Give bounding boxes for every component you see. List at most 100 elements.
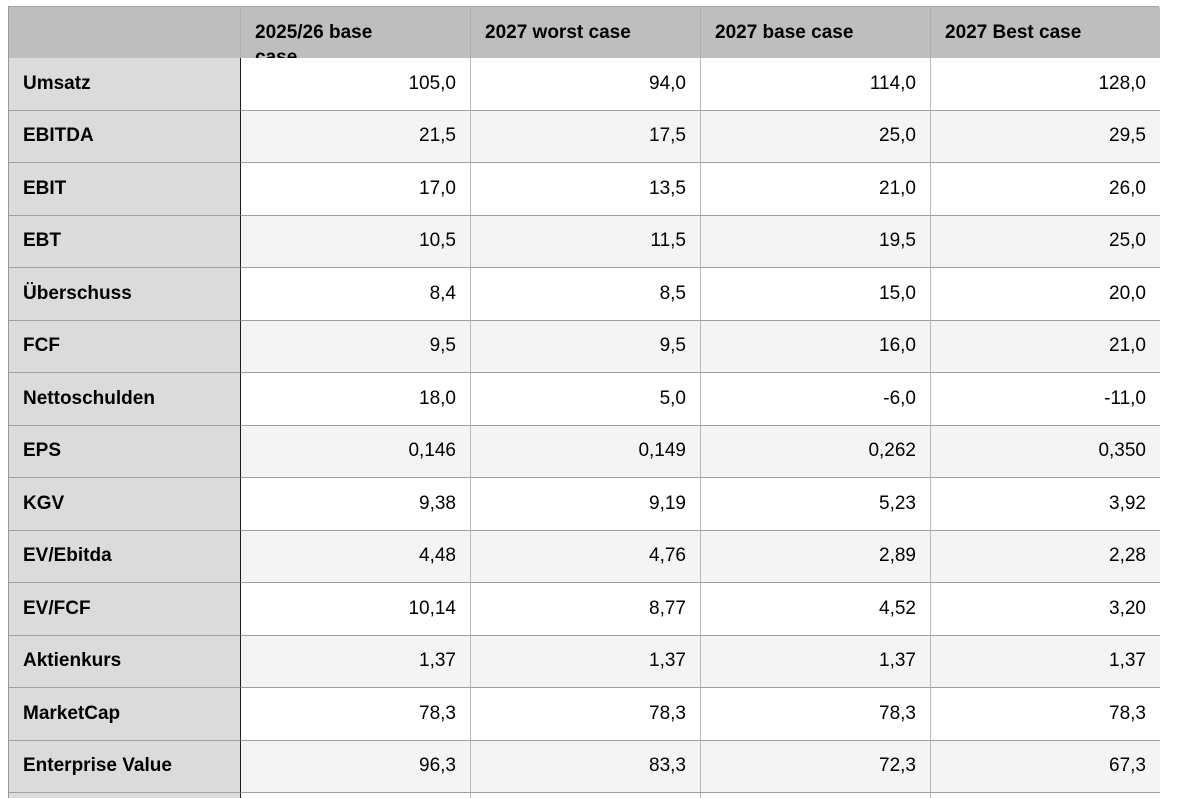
value-cell[interactable]: 4,52 [701, 583, 931, 636]
value-cell[interactable]: 25,0 [701, 110, 931, 163]
value-cell[interactable]: 0,350 [931, 425, 1160, 478]
value-cell[interactable]: 0,262 [701, 425, 931, 478]
value-cell[interactable]: 21,5 [241, 110, 471, 163]
row-label-cell[interactable] [9, 793, 241, 798]
value-cell[interactable]: 25,0 [931, 215, 1160, 268]
value-cell[interactable]: 96,3 [241, 740, 471, 793]
value-cell[interactable]: 78,3 [701, 688, 931, 741]
row-label-cell[interactable]: KGV [9, 478, 241, 531]
table-row: EBIT 17,0 13,5 21,0 26,0 [9, 163, 1160, 216]
table-row: KGV 9,38 9,19 5,23 3,92 [9, 478, 1160, 531]
column-header-label: 2025/26 base case [255, 22, 373, 58]
column-header-metric[interactable] [9, 7, 241, 58]
table-row: EV/Ebitda 4,48 4,76 2,89 2,28 [9, 530, 1160, 583]
value-cell[interactable]: 9,5 [471, 320, 701, 373]
value-cell[interactable]: 9,5 [241, 320, 471, 373]
value-cell[interactable]: 105,0 [241, 58, 471, 111]
row-label-cell[interactable]: EV/Ebitda [9, 530, 241, 583]
value-cell[interactable]: 0,146 [241, 425, 471, 478]
value-cell[interactable]: 26,0 [931, 163, 1160, 216]
value-cell[interactable]: 8,5 [471, 268, 701, 321]
value-cell[interactable]: 1,37 [241, 635, 471, 688]
value-cell[interactable]: 17,5 [471, 110, 701, 163]
value-cell[interactable]: 10,14 [241, 583, 471, 636]
row-label-cell[interactable]: EBIT [9, 163, 241, 216]
value-cell[interactable]: 0,149 [471, 425, 701, 478]
value-cell[interactable]: -11,0 [931, 373, 1160, 426]
column-header-2027-worst-case[interactable]: 2027 worst case [471, 7, 701, 58]
row-label-cell[interactable]: EBT [9, 215, 241, 268]
value-cell[interactable] [701, 793, 931, 798]
row-label-cell[interactable]: EBITDA [9, 110, 241, 163]
value-cell[interactable]: 78,3 [241, 688, 471, 741]
column-header-2027-best-case[interactable]: 2027 Best case [931, 7, 1160, 58]
table-row: Aktienkurs 1,37 1,37 1,37 1,37 [9, 635, 1160, 688]
table-row: Überschuss 8,4 8,5 15,0 20,0 [9, 268, 1160, 321]
value-cell[interactable]: 21,0 [931, 320, 1160, 373]
row-label-cell[interactable]: Nettoschulden [9, 373, 241, 426]
value-cell[interactable]: 9,38 [241, 478, 471, 531]
row-label-cell[interactable]: Umsatz [9, 58, 241, 111]
value-cell[interactable]: 16,0 [701, 320, 931, 373]
value-cell[interactable]: 94,0 [471, 58, 701, 111]
table-body: Umsatz 105,0 94,0 114,0 128,0 EBITDA 21,5 17,5 2… [9, 58, 1160, 798]
value-cell[interactable]: 20,0 [931, 268, 1160, 321]
value-cell[interactable]: 15,0 [701, 268, 931, 321]
value-cell[interactable]: 72,3 [701, 740, 931, 793]
value-cell[interactable] [931, 793, 1160, 798]
row-label-cell[interactable]: EV/FCF [9, 583, 241, 636]
value-cell[interactable]: 21,0 [701, 163, 931, 216]
value-cell[interactable]: 128,0 [931, 58, 1160, 111]
value-cell[interactable]: 13,5 [471, 163, 701, 216]
table-row: EBT 10,5 11,5 19,5 25,0 [9, 215, 1160, 268]
table-row: Umsatz 105,0 94,0 114,0 128,0 [9, 58, 1160, 111]
value-cell[interactable]: 4,76 [471, 530, 701, 583]
value-cell[interactable]: 2,89 [701, 530, 931, 583]
value-cell[interactable]: 83,3 [471, 740, 701, 793]
value-cell[interactable] [471, 793, 701, 798]
table-row: EV/FCF 10,14 8,77 4,52 3,20 [9, 583, 1160, 636]
table-row: MarketCap 78,3 78,3 78,3 78,3 [9, 688, 1160, 741]
table-row-partial [9, 793, 1160, 798]
row-label-cell[interactable]: FCF [9, 320, 241, 373]
value-cell[interactable]: -6,0 [701, 373, 931, 426]
value-cell[interactable]: 3,92 [931, 478, 1160, 531]
value-cell[interactable]: 5,0 [471, 373, 701, 426]
value-cell[interactable]: 19,5 [701, 215, 931, 268]
row-label-cell[interactable]: Enterprise Value [9, 740, 241, 793]
table-row: EPS 0,146 0,149 0,262 0,350 [9, 425, 1160, 478]
column-header-2027-base-case[interactable]: 2027 base case [701, 7, 931, 58]
value-cell[interactable]: 1,37 [701, 635, 931, 688]
value-cell[interactable]: 1,37 [471, 635, 701, 688]
value-cell[interactable]: 10,5 [241, 215, 471, 268]
value-cell[interactable]: 4,48 [241, 530, 471, 583]
value-cell[interactable]: 5,23 [701, 478, 931, 531]
value-cell[interactable]: 1,37 [931, 635, 1160, 688]
value-cell[interactable]: 18,0 [241, 373, 471, 426]
column-header-2025-26-base-case[interactable]: 2025/26 base case [241, 7, 471, 58]
value-cell[interactable]: 29,5 [931, 110, 1160, 163]
value-cell[interactable]: 11,5 [471, 215, 701, 268]
table-row: EBITDA 21,5 17,5 25,0 29,5 [9, 110, 1160, 163]
table-header-row: 2025/26 base case 2027 worst case 2027 b… [9, 7, 1160, 58]
value-cell[interactable]: 8,77 [471, 583, 701, 636]
value-cell[interactable]: 78,3 [471, 688, 701, 741]
table-row: Enterprise Value 96,3 83,3 72,3 67,3 [9, 740, 1160, 793]
value-cell[interactable]: 2,28 [931, 530, 1160, 583]
value-cell[interactable] [241, 793, 471, 798]
row-label-cell[interactable]: EPS [9, 425, 241, 478]
value-cell[interactable]: 3,20 [931, 583, 1160, 636]
row-label-cell[interactable]: MarketCap [9, 688, 241, 741]
value-cell[interactable]: 114,0 [701, 58, 931, 111]
value-cell[interactable]: 67,3 [931, 740, 1160, 793]
value-cell[interactable]: 17,0 [241, 163, 471, 216]
value-cell[interactable]: 78,3 [931, 688, 1160, 741]
row-label-cell[interactable]: Überschuss [9, 268, 241, 321]
value-cell[interactable]: 8,4 [241, 268, 471, 321]
value-cell[interactable]: 9,19 [471, 478, 701, 531]
row-label-cell[interactable]: Aktienkurs [9, 635, 241, 688]
table-row: Nettoschulden 18,0 5,0 -6,0 -11,0 [9, 373, 1160, 426]
table-row: FCF 9,5 9,5 16,0 21,0 [9, 320, 1160, 373]
financial-scenario-table: 2025/26 base case 2027 worst case 2027 b… [8, 6, 1160, 798]
